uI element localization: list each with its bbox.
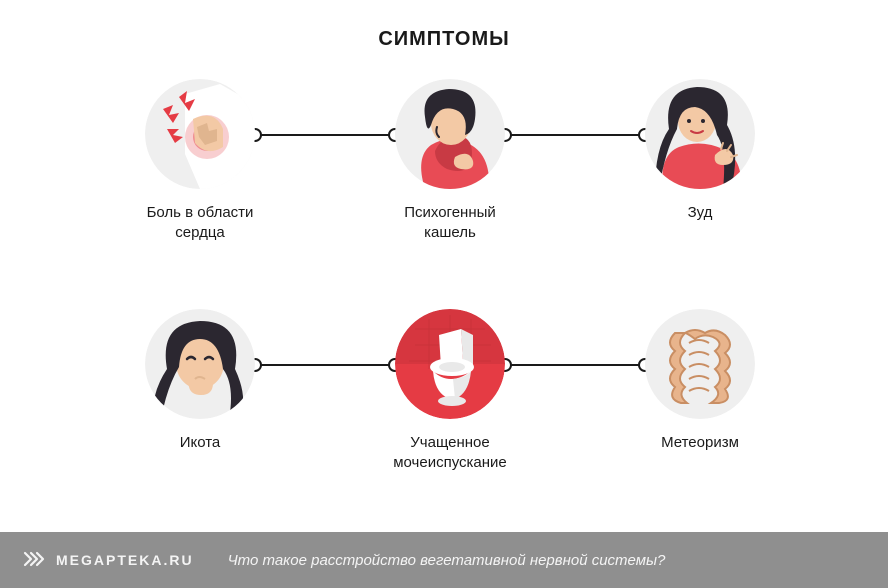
symptom-label: Икота <box>120 433 280 453</box>
intestine-icon <box>645 309 755 419</box>
symptom-item: Зуд <box>620 79 780 223</box>
cough-icon <box>395 79 505 189</box>
symptom-row: Боль в области сердца Психогенный кашель <box>80 79 808 279</box>
page-title: СИМПТОМЫ <box>0 0 888 51</box>
symptom-label: Психогенный кашель <box>370 203 530 244</box>
symptom-row: Икота <box>80 309 808 509</box>
symptom-item: Икота <box>120 309 280 453</box>
itch-icon <box>645 79 755 189</box>
heart-pain-icon <box>145 79 255 189</box>
symptom-item: Психогенный кашель <box>370 79 530 244</box>
symptom-label: Метеоризм <box>620 433 780 453</box>
symptom-item: Боль в области сердца <box>120 79 280 244</box>
symptom-grid: Боль в области сердца Психогенный кашель <box>0 79 888 509</box>
symptom-label: Боль в области сердца <box>120 203 280 244</box>
hiccup-icon <box>145 309 255 419</box>
footer-caption: Что такое расстройство вегетативной нерв… <box>228 552 666 569</box>
brand-logo: MEGAPTEKA.RU <box>22 548 194 572</box>
logo-mark-icon <box>22 548 46 572</box>
toilet-icon <box>395 309 505 419</box>
symptom-label: Учащенное мочеиспускание <box>370 433 530 474</box>
brand-text: MEGAPTEKA.RU <box>56 552 194 568</box>
symptom-item: Учащенное мочеиспускание <box>370 309 530 474</box>
symptom-item: Метеоризм <box>620 309 780 453</box>
footer-bar: MEGAPTEKA.RU Что такое расстройство веге… <box>0 532 888 588</box>
symptom-label: Зуд <box>620 203 780 223</box>
